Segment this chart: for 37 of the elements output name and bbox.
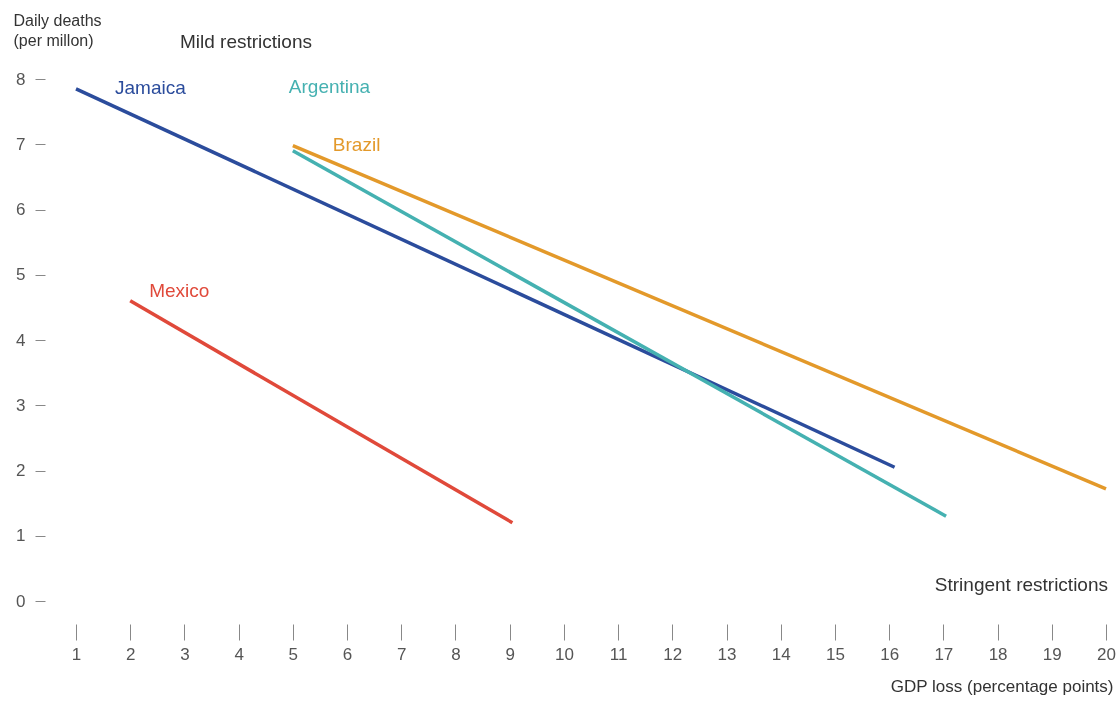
y-axis-title: Daily deaths (per millon) [13,11,102,49]
x-tick-label: 2 [125,644,136,664]
x-axis-title: GDP loss (percentage points) [890,676,1114,696]
x-tick-label: 15 [825,644,845,664]
x-tick-label: 6 [342,644,353,664]
y-tick-label: 1 [16,526,26,546]
x-tick-label: 10 [554,644,574,664]
y-tick-label: 3 [16,395,26,415]
y-tick-label: 8 [16,69,26,89]
x-tick-label: 8 [451,644,461,664]
series-label: Mexico [149,279,210,301]
x-tick-label: 4 [234,644,244,664]
x-tick-label: 3 [180,644,190,664]
y-tick-label: 0 [16,591,26,611]
x-tick-label: 1 [71,644,82,664]
text: Mild restrictions [180,31,312,52]
annotation: Stringent restrictions [934,574,1108,595]
x-tick-label: 11 [609,644,628,664]
x-tick-label: 17 [934,644,954,664]
text: Argentina [288,75,371,97]
x-tick-label: 5 [288,644,299,664]
x-tick-label: 16 [880,644,900,664]
y-tick-label: 7 [16,134,26,154]
x-tick-label: 20 [1097,644,1116,664]
x-tick-label: 12 [663,644,683,664]
x-tick-label: 9 [505,644,515,664]
x-tick-label: 19 [1042,644,1062,664]
x-tick-label: 7 [397,644,407,664]
series-label: Jamaica [115,76,187,98]
y-tick-label: 4 [16,330,26,350]
x-tick-label: 18 [988,644,1008,664]
y-tick-label: 5 [16,265,26,285]
x-tick-label: 14 [771,644,791,664]
series-label: Brazil [332,133,381,155]
y-tick-label: 6 [16,200,26,219]
y-tick-label: 2 [16,461,26,480]
x-tick-label: 13 [717,644,737,664]
